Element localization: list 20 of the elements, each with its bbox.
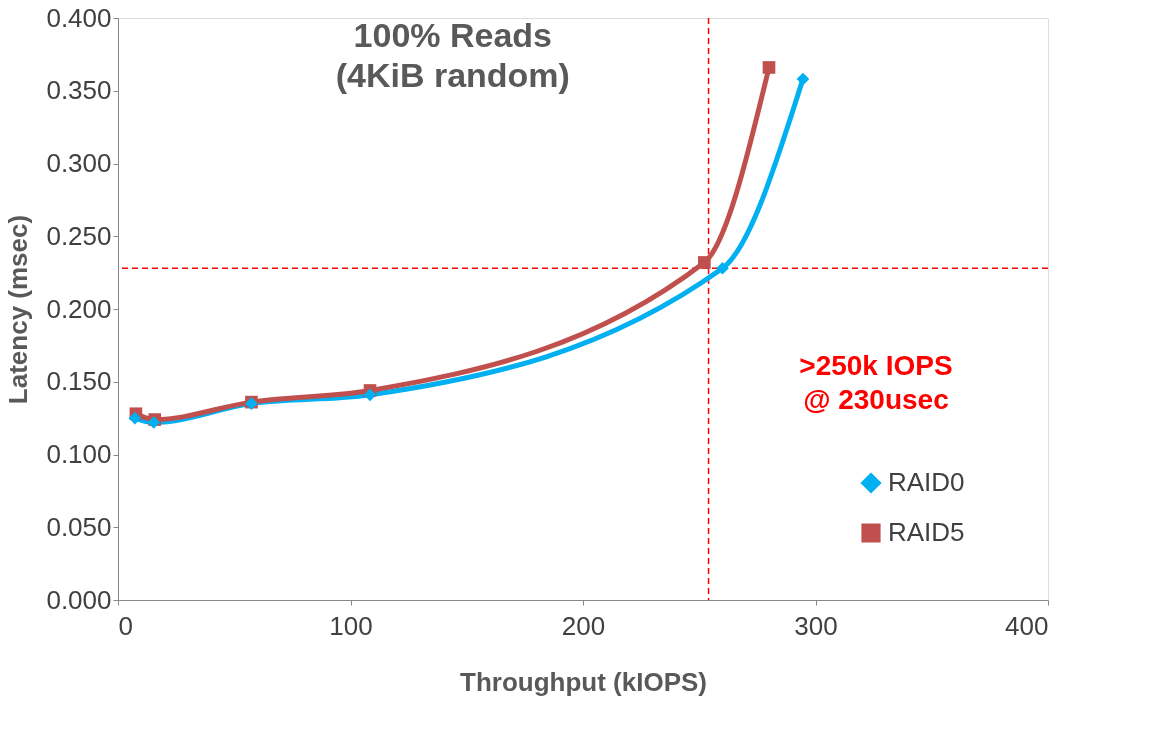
annotation: >250k IOPS @ 230usec <box>799 350 953 416</box>
y-axis-title: Latency (msec) <box>3 214 34 405</box>
y-tick-label: 0.100 <box>46 439 112 469</box>
y-tick-label: 0.050 <box>46 511 112 542</box>
legend-label: RAID5 <box>888 517 965 547</box>
x-tick-label: 0 <box>118 610 133 641</box>
y-tick-label: 0.250 <box>46 220 112 251</box>
text: 100% Reads (4KiB random) <box>335 16 570 94</box>
y-tick-label: 0.000 <box>46 584 112 615</box>
x-axis-title: Throughput (kIOPS) <box>460 666 707 697</box>
y-tick-label: 0.350 <box>46 75 112 106</box>
x-tick-label: 200 <box>561 610 606 641</box>
x-tick-label: 300 <box>794 610 838 641</box>
x-tick-label: 100 <box>329 610 373 641</box>
y-tick-label: 0.150 <box>46 366 112 397</box>
legend-label: RAID0 <box>888 467 965 497</box>
x-tick-label: 400 <box>1005 610 1049 641</box>
y-tick-label: 0.300 <box>46 148 112 178</box>
y-tick-label: 0.200 <box>46 293 112 324</box>
y-tick-label: 0.400 <box>46 2 112 33</box>
